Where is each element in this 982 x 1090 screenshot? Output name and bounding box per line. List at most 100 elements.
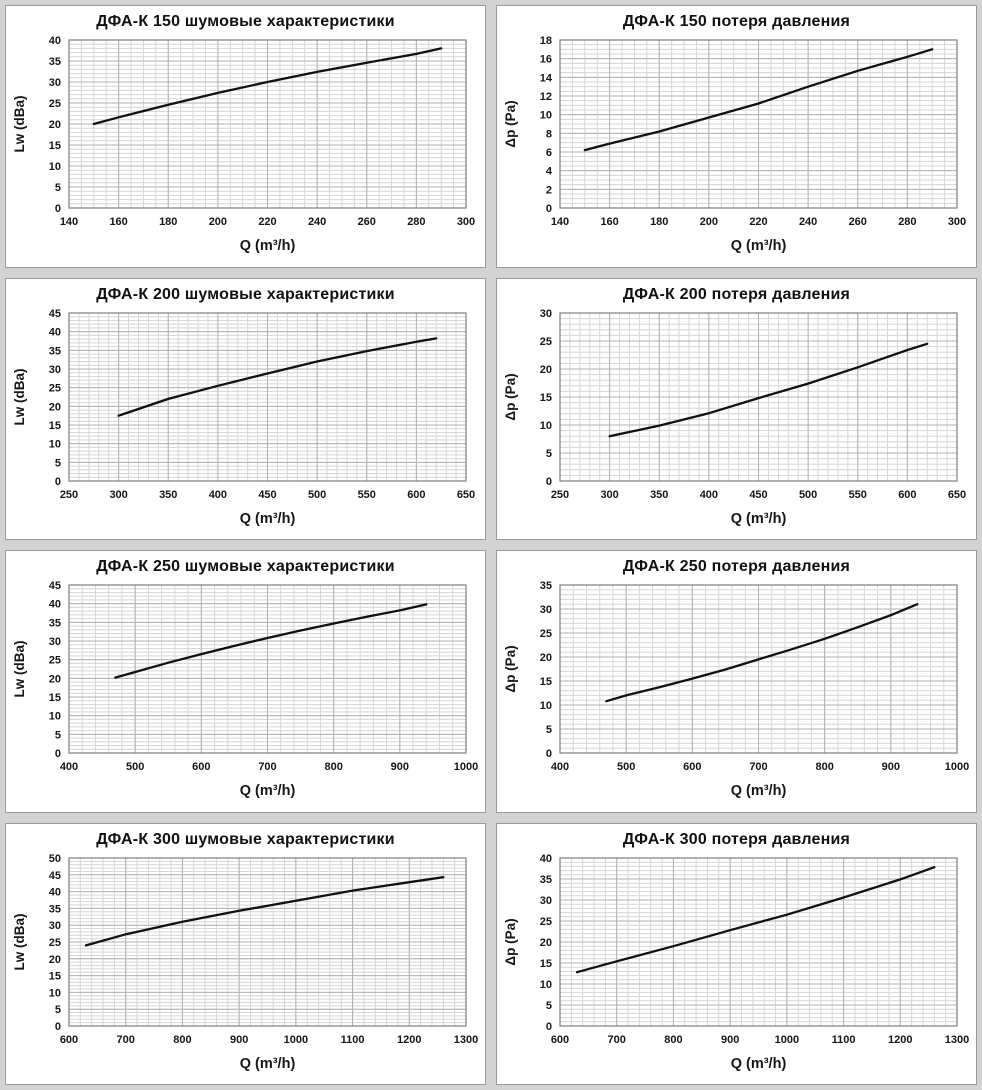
svg-text:40: 40 — [49, 599, 61, 611]
svg-text:0: 0 — [546, 203, 552, 215]
svg-text:600: 600 — [407, 489, 425, 501]
svg-text:280: 280 — [898, 216, 916, 228]
chart-canvas: 0 5 10 15 20 25 30 35 40 600 700 800 900 1000 1100 1200… — [503, 853, 969, 1072]
chart-panel-dfa-k-150-noise: ДФА-К 150 шумовые характеристики 0 5 10 15 2… — [5, 5, 486, 268]
svg-text:0: 0 — [55, 203, 61, 215]
svg-text:0: 0 — [546, 1021, 552, 1033]
svg-text:30: 30 — [49, 920, 61, 932]
svg-text:500: 500 — [617, 761, 635, 773]
chart-canvas: 0 5 10 15 20 25 30 250 300 350 400 450 500 550 600 650 Δ… — [503, 308, 966, 527]
svg-text:160: 160 — [109, 216, 127, 228]
svg-text:450: 450 — [749, 489, 767, 501]
svg-text:30: 30 — [49, 364, 61, 376]
svg-text:Δp (Pa): Δp (Pa) — [503, 373, 518, 420]
svg-text:10: 10 — [540, 979, 552, 991]
svg-text:35: 35 — [49, 903, 61, 915]
svg-text:1100: 1100 — [341, 1034, 365, 1046]
svg-text:Q (m³/h): Q (m³/h) — [240, 511, 296, 527]
svg-text:0: 0 — [55, 476, 61, 488]
svg-text:35: 35 — [540, 580, 552, 592]
svg-text:25: 25 — [49, 937, 61, 949]
svg-text:800: 800 — [664, 1034, 682, 1046]
svg-text:40: 40 — [49, 886, 61, 898]
svg-text:450: 450 — [258, 489, 276, 501]
svg-text:15: 15 — [540, 392, 552, 404]
svg-text:12: 12 — [540, 91, 552, 103]
svg-text:500: 500 — [126, 761, 144, 773]
svg-text:6: 6 — [546, 147, 552, 159]
svg-text:10: 10 — [540, 110, 552, 122]
svg-text:5: 5 — [546, 1000, 552, 1012]
svg-text:550: 550 — [849, 489, 867, 501]
svg-text:1300: 1300 — [945, 1034, 969, 1046]
chart-panel-dfa-k-200-pressure: ДФА-К 200 потеря давления 0 5 10 15 20 25 30 25… — [496, 277, 977, 540]
svg-text:1000: 1000 — [284, 1034, 308, 1046]
svg-text:Q (m³/h): Q (m³/h) — [731, 783, 787, 799]
svg-text:220: 220 — [749, 216, 767, 228]
svg-text:600: 600 — [192, 761, 210, 773]
svg-text:5: 5 — [55, 729, 61, 741]
svg-text:45: 45 — [49, 869, 61, 881]
svg-text:700: 700 — [117, 1034, 135, 1046]
svg-text:0: 0 — [546, 476, 552, 488]
svg-text:30: 30 — [540, 308, 552, 320]
chart-panel-dfa-k-300-pressure: ДФА-К 300 потеря давления 0 5 10 15 20 25 30 35… — [496, 822, 977, 1085]
chart-title: ДФА-К 150 шумовые характеристики — [96, 13, 395, 30]
svg-text:500: 500 — [308, 489, 326, 501]
svg-text:300: 300 — [948, 216, 966, 228]
svg-text:1100: 1100 — [832, 1034, 856, 1046]
svg-text:300: 300 — [600, 489, 618, 501]
chart-title: ДФА-К 300 шумовые характеристики — [96, 830, 395, 848]
svg-text:Lw (dBa): Lw (dBa) — [12, 641, 27, 698]
svg-text:260: 260 — [358, 216, 376, 228]
svg-text:Δp (Pa): Δp (Pa) — [503, 645, 518, 692]
svg-text:4: 4 — [546, 166, 553, 178]
svg-text:25: 25 — [49, 98, 61, 110]
svg-text:200: 200 — [700, 216, 718, 228]
svg-text:900: 900 — [721, 1034, 739, 1046]
svg-text:20: 20 — [540, 652, 552, 664]
svg-text:25: 25 — [540, 916, 552, 928]
svg-text:15: 15 — [49, 420, 61, 432]
svg-text:45: 45 — [49, 308, 61, 320]
chart-canvas: 0 2 4 6 8 10 12 14 16 18 140 160 180 200 220 240 260 280 3… — [503, 35, 966, 254]
svg-text:1200: 1200 — [397, 1034, 421, 1046]
svg-text:5: 5 — [55, 182, 61, 194]
svg-text:240: 240 — [308, 216, 326, 228]
svg-text:300: 300 — [109, 489, 127, 501]
svg-text:20: 20 — [540, 937, 552, 949]
svg-text:250: 250 — [551, 489, 569, 501]
svg-text:35: 35 — [49, 345, 61, 357]
svg-text:600: 600 — [898, 489, 916, 501]
svg-text:Q (m³/h): Q (m³/h) — [731, 511, 787, 527]
svg-text:Δp (Pa): Δp (Pa) — [503, 918, 518, 965]
chart-title: ДФА-К 200 шумовые характеристики — [96, 285, 395, 303]
svg-text:35: 35 — [49, 56, 61, 68]
chart-title: ДФА-К 250 шумовые характеристики — [96, 558, 395, 575]
chart-panel-dfa-k-150-pressure: ДФА-К 150 потеря давления 0 2 4 6 8 10 12 14 16 1… — [496, 5, 977, 268]
svg-text:30: 30 — [49, 636, 61, 648]
chart-canvas: 0 5 10 15 20 25 30 35 40 45 250 300 350 400 450 500 550 6… — [12, 308, 475, 527]
svg-text:8: 8 — [546, 128, 552, 140]
svg-text:600: 600 — [683, 761, 701, 773]
svg-text:0: 0 — [55, 748, 61, 760]
chart-title: ДФА-К 200 потеря давления — [622, 285, 851, 303]
chart-panel-dfa-k-200-noise: ДФА-К 200 шумовые характеристики 0 5 10 15 2… — [5, 277, 486, 540]
svg-text:550: 550 — [358, 489, 376, 501]
svg-text:15: 15 — [49, 692, 61, 704]
svg-text:45: 45 — [49, 580, 61, 592]
svg-text:5: 5 — [546, 724, 552, 736]
svg-text:25: 25 — [540, 628, 552, 640]
svg-text:15: 15 — [49, 140, 61, 152]
svg-text:Δp (Pa): Δp (Pa) — [503, 100, 518, 147]
svg-text:Q (m³/h): Q (m³/h) — [240, 783, 296, 799]
svg-text:2: 2 — [546, 184, 552, 196]
svg-text:18: 18 — [540, 35, 552, 47]
svg-text:0: 0 — [55, 1021, 61, 1033]
svg-text:40: 40 — [540, 853, 552, 865]
svg-text:700: 700 — [608, 1034, 626, 1046]
svg-text:500: 500 — [799, 489, 817, 501]
svg-text:900: 900 — [391, 761, 409, 773]
svg-text:40: 40 — [49, 326, 61, 338]
svg-text:20: 20 — [540, 364, 552, 376]
